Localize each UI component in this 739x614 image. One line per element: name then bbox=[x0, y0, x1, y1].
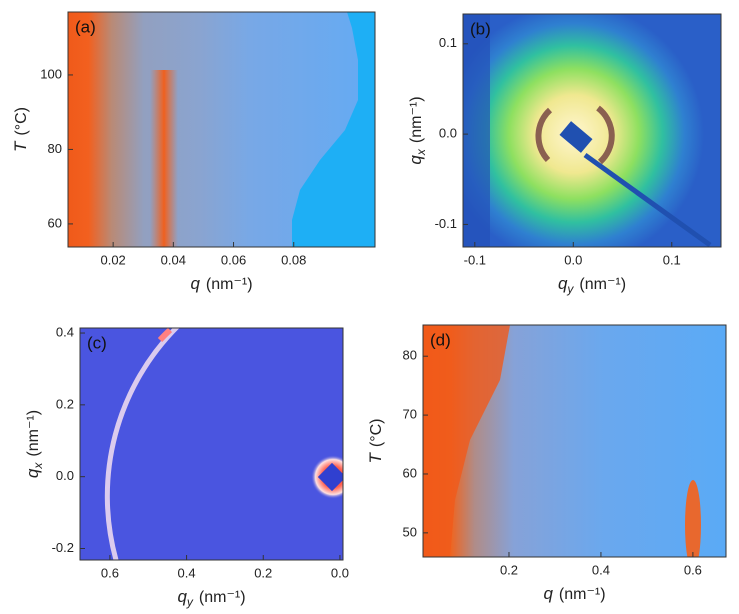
scattering-image bbox=[463, 14, 721, 247]
y-tick-label: 0.0 bbox=[56, 468, 74, 483]
axis-symbol: T bbox=[11, 140, 30, 152]
axis-unit: (nm⁻¹) bbox=[408, 96, 425, 143]
x-tick-label: 0.4 bbox=[592, 562, 610, 577]
axis-title: q (nm⁻¹) bbox=[543, 584, 605, 603]
axis-unit: (°C) bbox=[368, 419, 385, 448]
panel-label: (b) bbox=[470, 19, 491, 38]
axis-symbol: q bbox=[558, 274, 568, 293]
axis-title: q (nm⁻¹) bbox=[190, 274, 252, 293]
heatmap-image bbox=[423, 325, 726, 557]
x-tick-label: 0.4 bbox=[178, 565, 196, 580]
plot-frame bbox=[67, 11, 376, 248]
plot-frame bbox=[422, 324, 727, 558]
x-tick-label: 0.06 bbox=[221, 252, 246, 267]
axis-unit: (nm⁻¹) bbox=[199, 589, 246, 606]
y-tick-label: 0.4 bbox=[56, 324, 74, 339]
x-tick-label: 0.04 bbox=[161, 252, 186, 267]
plot-frame bbox=[79, 327, 344, 561]
axis-symbol: q bbox=[406, 155, 425, 165]
axis-title: T (°C) bbox=[366, 419, 385, 464]
axis-unit: (nm⁻¹) bbox=[559, 586, 606, 603]
y-tick-label: 0.0 bbox=[439, 126, 457, 141]
axis-symbol: T bbox=[366, 452, 385, 464]
axis-title: T (°C) bbox=[11, 107, 30, 152]
y-tick-label: 60 bbox=[403, 465, 417, 480]
axis-unit: (nm⁻¹) bbox=[579, 276, 626, 293]
y-tick-label: 0.1 bbox=[439, 35, 457, 50]
x-tick-label: 0.0 bbox=[564, 252, 582, 267]
x-tick-label: 0.02 bbox=[100, 252, 125, 267]
x-tick-label: 0.6 bbox=[101, 565, 119, 580]
y-tick-label: -0.1 bbox=[435, 216, 457, 231]
axis-unit: (°C) bbox=[13, 107, 30, 136]
x-tick-label: 0.6 bbox=[684, 562, 702, 577]
axis-unit: (nm⁻¹) bbox=[206, 276, 253, 293]
heatmap-image bbox=[68, 12, 375, 247]
y-tick-label: 80 bbox=[403, 348, 417, 363]
scattering-image bbox=[80, 328, 343, 560]
y-tick-label: -0.2 bbox=[52, 540, 74, 555]
axis-symbol: q bbox=[543, 584, 553, 603]
panel-label: (c) bbox=[87, 333, 107, 352]
panel-label: (a) bbox=[75, 17, 96, 36]
x-tick-label: 0.08 bbox=[281, 252, 306, 267]
x-tick-label: -0.1 bbox=[464, 252, 486, 267]
y-tick-label: 50 bbox=[403, 524, 417, 539]
y-tick-label: 100 bbox=[40, 66, 62, 81]
axis-title: qx (nm⁻¹) bbox=[23, 410, 45, 478]
y-tick-label: 0.2 bbox=[56, 396, 74, 411]
x-tick-label: 0.0 bbox=[331, 565, 349, 580]
plot-frame bbox=[462, 13, 722, 248]
axis-subscript: x bbox=[414, 148, 428, 156]
axis-subscript: y bbox=[566, 282, 574, 296]
panel-label: (d) bbox=[430, 330, 451, 349]
x-tick-label: 0.2 bbox=[254, 565, 272, 580]
axis-unit: (nm⁻¹) bbox=[25, 410, 42, 457]
x-tick-label: 0.2 bbox=[500, 562, 518, 577]
x-tick-label: 0.1 bbox=[663, 252, 681, 267]
y-tick-label: 70 bbox=[403, 407, 417, 422]
axis-title: qy (nm⁻¹) bbox=[177, 587, 245, 609]
axis-subscript: y bbox=[186, 595, 194, 609]
axes: 0.02 0.04 0.06 0.08 60 80 100 (a) q (nm⁻¹) T (°C) -0… bbox=[11, 11, 727, 609]
y-tick-label: 80 bbox=[48, 141, 62, 156]
axis-title: qx (nm⁻¹) bbox=[406, 96, 428, 164]
axis-symbol: q bbox=[190, 274, 200, 293]
y-tick-label: 60 bbox=[48, 215, 62, 230]
axis-title: qy (nm⁻¹) bbox=[558, 274, 626, 296]
axis-symbol: q bbox=[177, 587, 187, 606]
axis-symbol: q bbox=[23, 468, 42, 478]
axis-subscript: x bbox=[31, 462, 45, 470]
